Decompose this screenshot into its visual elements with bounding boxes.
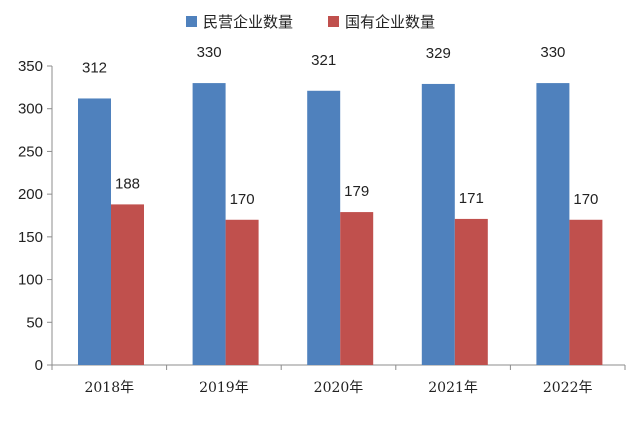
bar-state [225,219,259,365]
bar-state [454,218,488,365]
bar-state [569,219,603,365]
y-tick-label: 0 [35,357,43,374]
data-label: 321 [311,52,336,69]
y-tick-label: 200 [18,186,43,203]
data-label: 170 [230,191,255,208]
data-label: 179 [344,183,369,200]
legend-label-state: 国有企业数量 [345,13,435,31]
legend-swatch-state [328,16,339,27]
y-tick-label: 350 [18,58,43,75]
legend: 民营企业数量 国有企业数量 [186,13,435,31]
legend-swatch-private [186,16,197,27]
legend-label-private: 民营企业数量 [203,13,293,31]
x-tick-label: 2022年 [543,380,593,396]
x-tick-label: 2020年 [314,380,364,396]
y-tick-label: 100 [18,272,43,289]
bar-private [421,83,455,365]
x-tick-label: 2021年 [428,380,478,396]
data-label: 330 [197,44,222,61]
y-tick-label: 250 [18,143,43,160]
y-tick-label: 300 [18,101,43,118]
data-label: 329 [426,45,451,62]
x-tick-label: 2018年 [84,380,134,396]
data-label: 188 [115,175,140,192]
bar-private [192,83,226,365]
data-labels: 312 188 330 170 321 179 329 171 330 170 [82,44,598,208]
bar-private [536,83,570,365]
data-label: 312 [82,59,107,76]
axes: 0 50 100 150 200 250 300 350 2018年 2019年 2020年 2021… [18,58,626,396]
bar-private [307,90,341,365]
data-label: 170 [573,191,598,208]
y-tick-label: 150 [18,229,43,246]
x-tick-label: 2019年 [199,380,249,396]
bar-state [111,204,144,365]
y-tick-label: 50 [26,314,43,331]
data-label: 330 [540,44,565,61]
bars [78,83,603,365]
bar-state [340,212,374,365]
bar-private [78,98,111,365]
data-label: 171 [459,190,484,207]
